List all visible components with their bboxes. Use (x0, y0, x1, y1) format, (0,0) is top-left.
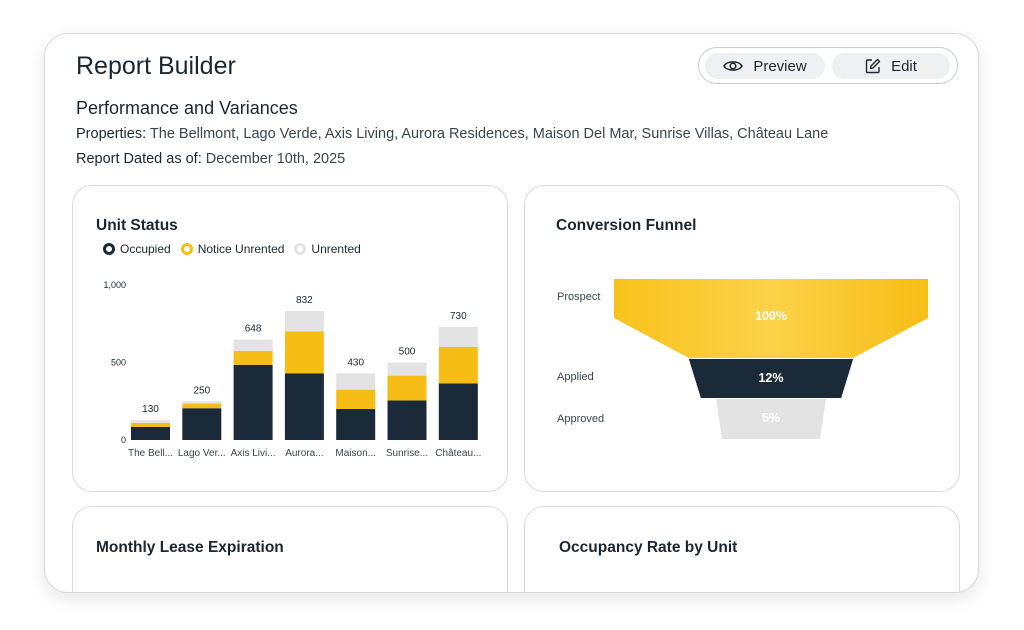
report-date-label: Report Dated as of: (76, 151, 202, 167)
page-title: Report Builder (76, 52, 236, 80)
bar-occupied-2 (233, 364, 273, 440)
legend-label-occupied: Occupied (120, 242, 171, 256)
bar-notice-unrented-5 (387, 375, 427, 401)
unit-status-title: Unit Status (96, 217, 178, 234)
y-tick-label-2: 1,000 (103, 280, 126, 290)
legend-item-occupied: Occupied (103, 242, 171, 256)
eye-icon (723, 59, 744, 73)
legend-dot-notice (180, 243, 193, 255)
legend-dot-unrented (294, 243, 307, 255)
bar-notice-unrented-3 (284, 331, 324, 374)
funnel-stage-prospect (614, 279, 928, 358)
x-tick-label-4: Maison... (335, 448, 376, 459)
conversion-funnel-panel: Conversion Funnel 100% Prospect 12% Applied… (524, 185, 960, 492)
bar-total-label-1: 250 (193, 385, 210, 396)
report-subtitle: Performance and Variances (76, 98, 298, 118)
x-tick-label-0: The Bell... (128, 448, 173, 459)
y-tick-label-1: 500 (111, 358, 126, 368)
occupancy-rate-title: Occupancy Rate by Unit (559, 539, 738, 556)
bar-unrented-3 (284, 311, 324, 332)
bar-notice-unrented-4 (336, 389, 376, 409)
legend-item-notice: Notice Unrented (180, 242, 285, 256)
preview-button[interactable]: Preview (705, 53, 825, 79)
unit-status-panel: Unit Status Occupied Notice Unrented Unr… (72, 185, 508, 492)
funnel-label-applied: Applied (557, 371, 594, 383)
x-tick-label-2: Axis Livi... (231, 448, 276, 459)
monthly-lease-panel: Monthly Lease Expiration (72, 506, 508, 592)
funnel-label-prospect: Prospect (557, 291, 600, 303)
report-builder-card: Report Builder Preview Edit Performance … (44, 33, 979, 593)
funnel-stage-approved (716, 399, 826, 439)
view-toggle: Preview Edit (698, 47, 958, 84)
bar-unrented-1 (182, 401, 222, 404)
bar-occupied-6 (438, 383, 478, 440)
funnel-value-approved: 5% (762, 411, 780, 425)
bar-total-label-3: 832 (296, 295, 313, 306)
preview-label: Preview (753, 57, 807, 75)
conversion-funnel-title: Conversion Funnel (556, 217, 697, 234)
bar-occupied-5 (387, 400, 427, 440)
bar-total-label-4: 430 (347, 357, 364, 368)
legend-label-notice: Notice Unrented (197, 242, 285, 256)
y-tick-label-0: 0 (121, 435, 126, 445)
bar-unrented-2 (233, 339, 273, 351)
bar-unrented-0 (131, 419, 170, 423)
monthly-lease-title: Monthly Lease Expiration (96, 539, 284, 556)
report-date-value: December 10th, 2025 (205, 151, 346, 167)
funnel-stage-applied (688, 359, 854, 398)
properties-line: Properties: The Bellmont, Lago Verde, Ax… (76, 126, 828, 142)
bar-occupied-4 (336, 409, 376, 440)
legend-item-unrented: Unrented (294, 242, 361, 256)
funnel-label-approved: Approved (557, 413, 604, 425)
bar-occupied-0 (131, 426, 170, 440)
bar-notice-unrented-0 (131, 422, 170, 427)
bar-notice-unrented-1 (182, 403, 222, 409)
properties-label: Properties: (76, 126, 147, 142)
report-date-line: Report Dated as of: December 10th, 2025 (76, 151, 345, 167)
bar-total-label-0: 130 (142, 404, 159, 415)
edit-icon (865, 58, 881, 74)
bar-total-label-5: 500 (399, 347, 416, 358)
x-tick-label-5: Sunrise... (386, 448, 428, 459)
bar-notice-unrented-2 (233, 350, 273, 365)
unit-status-chart: 0 500 1,000 130 The Bell... 250 Lago Ver... 648… (103, 280, 481, 459)
edit-label: Edit (891, 57, 917, 75)
funnel-value-applied: 12% (758, 371, 783, 385)
bar-unrented-6 (438, 326, 478, 347)
bar-total-label-6: 730 (450, 311, 467, 322)
legend-dot-occupied (103, 243, 115, 255)
conversion-funnel-chart: 100% Prospect 12% Applied 5% Approved (557, 279, 928, 439)
bar-notice-unrented-6 (438, 347, 478, 384)
x-tick-label-6: Château... (435, 448, 481, 459)
bar-unrented-5 (387, 362, 427, 376)
funnel-value-prospect: 100% (755, 309, 787, 323)
x-tick-label-3: Aurora... (285, 448, 323, 459)
unit-status-legend: Occupied Notice Unrented Unrented (103, 242, 361, 256)
bar-total-label-2: 648 (245, 324, 262, 335)
legend-label-unrented: Unrented (311, 242, 361, 256)
properties-value: The Bellmont, Lago Verde, Axis Living, A… (149, 126, 829, 142)
bar-unrented-4 (336, 373, 376, 390)
bar-occupied-3 (284, 373, 324, 440)
edit-button[interactable]: Edit (832, 53, 950, 79)
occupancy-rate-panel: Occupancy Rate by Unit (524, 506, 960, 592)
x-tick-label-1: Lago Ver... (178, 448, 226, 459)
bar-occupied-1 (182, 408, 222, 440)
